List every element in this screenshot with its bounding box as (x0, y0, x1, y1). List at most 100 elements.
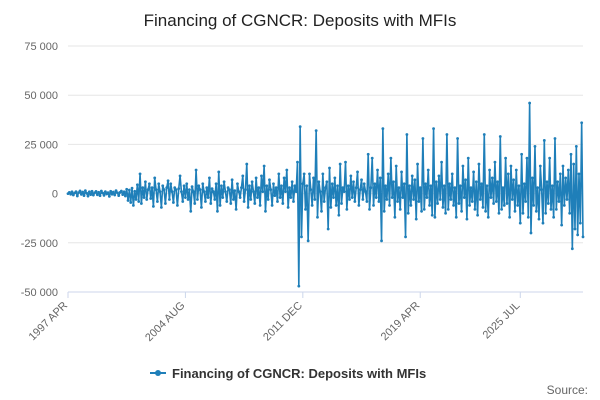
data-point[interactable] (572, 162, 576, 166)
data-point[interactable] (406, 211, 410, 215)
data-point[interactable] (564, 176, 568, 180)
data-point[interactable] (477, 162, 481, 166)
data-point[interactable] (157, 182, 161, 186)
data-point[interactable] (505, 202, 509, 205)
data-point[interactable] (448, 182, 451, 186)
data-point[interactable] (212, 190, 215, 194)
data-point[interactable] (504, 156, 508, 160)
data-point[interactable] (402, 182, 406, 186)
data-point[interactable] (322, 200, 326, 203)
data-point[interactable] (558, 172, 562, 176)
data-point[interactable] (394, 164, 398, 168)
data-point[interactable] (95, 193, 99, 197)
data-point[interactable] (185, 182, 189, 186)
data-point[interactable] (155, 200, 159, 203)
data-point[interactable] (258, 204, 262, 207)
data-point[interactable] (514, 168, 518, 172)
data-point[interactable] (262, 164, 266, 168)
data-point[interactable] (312, 176, 315, 180)
data-point[interactable] (397, 186, 401, 190)
data-point[interactable] (542, 139, 546, 142)
data-point[interactable] (310, 204, 314, 207)
data-point[interactable] (202, 190, 206, 194)
data-point[interactable] (126, 199, 130, 202)
data-point[interactable] (409, 204, 413, 207)
data-point[interactable] (508, 215, 512, 219)
data-point[interactable] (434, 180, 438, 184)
data-point[interactable] (172, 201, 175, 204)
data-point[interactable] (430, 213, 434, 217)
data-point[interactable] (264, 209, 267, 213)
data-point[interactable] (113, 193, 117, 197)
data-point[interactable] (452, 204, 455, 207)
data-point[interactable] (210, 187, 214, 191)
data-point[interactable] (545, 180, 549, 184)
data-point[interactable] (365, 200, 369, 203)
data-point[interactable] (141, 186, 145, 190)
data-point[interactable] (344, 160, 347, 164)
data-point[interactable] (381, 127, 385, 131)
data-point[interactable] (574, 144, 578, 148)
data-point[interactable] (422, 207, 426, 211)
data-point[interactable] (143, 180, 147, 184)
data-point[interactable] (524, 200, 528, 203)
data-point[interactable] (153, 176, 157, 180)
data-point[interactable] (130, 186, 134, 190)
data-point[interactable] (237, 190, 241, 194)
data-point[interactable] (349, 174, 353, 178)
data-point[interactable] (102, 193, 106, 197)
data-point[interactable] (501, 186, 505, 190)
data-point[interactable] (238, 196, 242, 199)
data-point[interactable] (568, 211, 572, 215)
data-point[interactable] (149, 197, 153, 200)
data-point[interactable] (516, 204, 520, 207)
data-point[interactable] (318, 190, 322, 194)
data-point[interactable] (206, 196, 210, 199)
data-point[interactable] (139, 202, 143, 205)
data-point[interactable] (361, 198, 365, 201)
data-point[interactable] (114, 189, 118, 193)
data-point[interactable] (520, 152, 524, 156)
data-point[interactable] (429, 184, 433, 188)
data-point[interactable] (244, 188, 247, 192)
data-point[interactable] (89, 193, 93, 196)
data-point[interactable] (340, 202, 343, 205)
data-point[interactable] (486, 215, 490, 219)
data-point[interactable] (241, 174, 245, 178)
data-point[interactable] (150, 186, 154, 190)
data-point[interactable] (457, 202, 461, 205)
data-point[interactable] (317, 180, 321, 184)
data-point[interactable] (131, 204, 135, 207)
data-point[interactable] (538, 164, 542, 168)
data-point[interactable] (509, 164, 513, 168)
data-point[interactable] (97, 190, 101, 194)
data-point[interactable] (293, 184, 297, 188)
data-point[interactable] (332, 196, 335, 199)
data-point[interactable] (522, 182, 526, 186)
data-point[interactable] (526, 215, 530, 219)
data-point[interactable] (256, 196, 259, 199)
data-point[interactable] (316, 215, 319, 219)
data-point[interactable] (546, 202, 550, 205)
data-point[interactable] (224, 190, 227, 194)
data-point[interactable] (277, 172, 281, 176)
data-point[interactable] (193, 202, 197, 205)
data-point[interactable] (180, 190, 183, 194)
data-point[interactable] (345, 207, 349, 211)
data-point[interactable] (392, 180, 395, 184)
data-point[interactable] (99, 189, 103, 193)
data-point[interactable] (192, 190, 195, 194)
data-point[interactable] (125, 187, 129, 191)
data-point[interactable] (147, 182, 151, 186)
data-point[interactable] (548, 156, 552, 160)
data-point[interactable] (87, 190, 91, 194)
data-point[interactable] (232, 198, 235, 201)
data-point[interactable] (334, 204, 338, 207)
data-point[interactable] (533, 144, 537, 148)
data-point[interactable] (103, 190, 107, 194)
data-point[interactable] (162, 188, 166, 192)
data-point[interactable] (425, 196, 429, 199)
data-point[interactable] (489, 196, 493, 199)
data-point[interactable] (562, 204, 566, 207)
data-point[interactable] (560, 223, 564, 227)
